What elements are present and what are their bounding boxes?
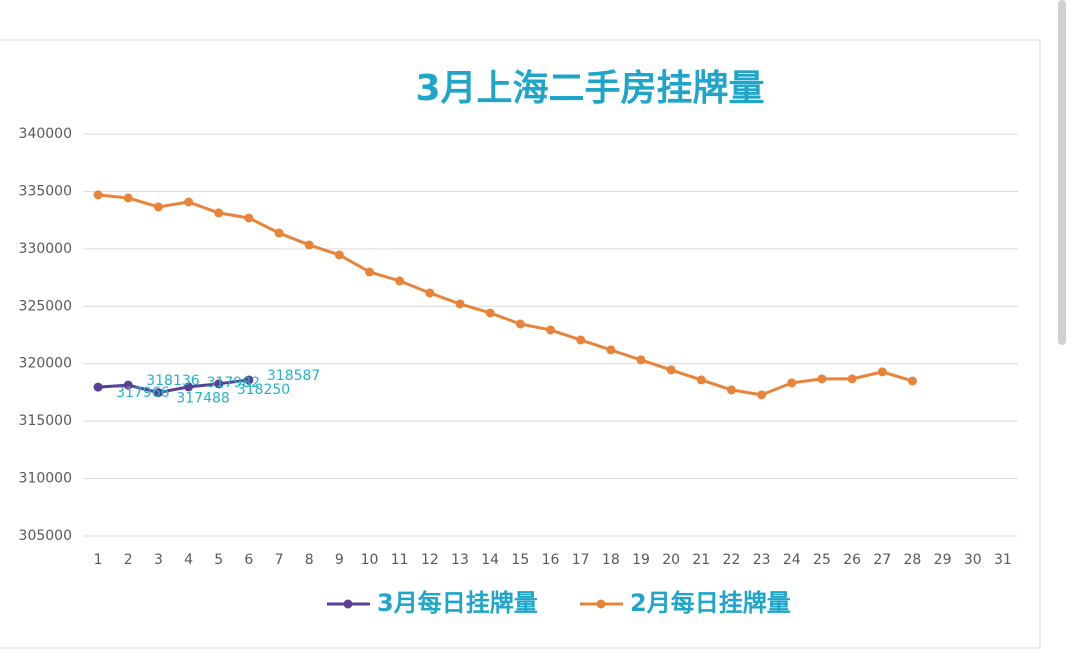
- x-tick-label: 4: [184, 552, 193, 568]
- point: [244, 213, 254, 223]
- x-tick-label: 2: [124, 552, 133, 568]
- point: [304, 240, 314, 250]
- point: [214, 379, 224, 389]
- point: [515, 319, 525, 329]
- series-line: [97, 378, 250, 395]
- x-tick-label: 25: [813, 552, 831, 568]
- point: [726, 385, 736, 395]
- point: [334, 250, 344, 260]
- point: [485, 308, 495, 318]
- data-label: 318136: [146, 373, 200, 389]
- y-tick-label: 315000: [19, 413, 72, 429]
- x-tick-label: 23: [753, 552, 771, 568]
- point: [757, 390, 767, 400]
- x-tick-label: 22: [723, 552, 741, 568]
- point: [425, 288, 435, 298]
- point: [93, 190, 103, 200]
- y-tick-label: 340000: [19, 126, 72, 142]
- point: [93, 382, 103, 392]
- x-tick-label: 11: [391, 552, 409, 568]
- y-tick-label: 310000: [19, 471, 72, 487]
- point: [907, 376, 917, 386]
- legend-label: 2月每日挂牌量: [630, 589, 791, 617]
- point: [847, 374, 857, 384]
- x-tick-label: 28: [904, 552, 922, 568]
- y-tick-label: 305000: [19, 528, 72, 544]
- scrollbar[interactable]: [1058, 0, 1066, 345]
- x-tick-label: 1: [94, 552, 103, 568]
- data-label: 317982: [207, 375, 260, 391]
- point: [123, 193, 133, 203]
- x-tick-label: 19: [632, 552, 650, 568]
- data-label: 317966: [116, 385, 170, 401]
- point: [123, 380, 133, 390]
- series-line: [97, 193, 913, 397]
- point: [153, 388, 163, 398]
- point: [666, 365, 676, 375]
- point: [455, 299, 465, 309]
- y-tick-label: 335000: [19, 183, 72, 199]
- x-tick-label: 31: [994, 552, 1012, 568]
- point: [546, 325, 555, 335]
- legend-label: 3月每日挂牌量: [377, 589, 538, 617]
- x-tick-label: 14: [481, 552, 499, 568]
- point: [244, 375, 254, 385]
- x-tick-label: 17: [572, 552, 590, 568]
- x-tick-label: 12: [421, 552, 439, 568]
- x-tick-label: 9: [335, 552, 344, 568]
- x-tick-label: 24: [783, 552, 801, 568]
- legend-marker: [343, 599, 353, 609]
- x-tick-label: 26: [843, 552, 861, 568]
- x-tick-label: 18: [602, 552, 620, 568]
- legend-marker: [596, 599, 606, 609]
- x-tick-label: 3: [154, 552, 163, 568]
- x-tick-label: 7: [275, 552, 284, 568]
- y-tick-label: 330000: [19, 241, 72, 257]
- chart-frame: [0, 39, 1041, 649]
- point: [274, 228, 284, 238]
- point: [636, 355, 646, 365]
- x-tick-label: 15: [511, 552, 529, 568]
- point: [184, 197, 194, 207]
- x-tick-label: 16: [542, 552, 560, 568]
- x-tick-label: 21: [692, 552, 710, 568]
- x-tick-label: 27: [873, 552, 891, 568]
- x-tick-label: 29: [934, 552, 952, 568]
- point: [184, 382, 194, 392]
- data-label: 317488: [176, 391, 229, 407]
- point: [214, 208, 224, 218]
- point: [696, 375, 706, 385]
- point: [787, 378, 797, 388]
- point: [153, 202, 163, 212]
- x-tick-label: 13: [451, 552, 469, 568]
- data-label: 318587: [267, 368, 320, 384]
- x-tick-label: 5: [214, 552, 223, 568]
- y-tick-label: 320000: [19, 356, 72, 372]
- point: [365, 267, 375, 277]
- point: [817, 374, 827, 384]
- chart-title: 3月上海二手房挂牌量: [415, 68, 764, 109]
- x-tick-label: 30: [964, 552, 982, 568]
- x-tick-label: 10: [361, 552, 379, 568]
- point: [395, 276, 405, 286]
- x-tick-label: 20: [662, 552, 680, 568]
- x-tick-label: 8: [305, 552, 314, 568]
- point: [606, 345, 616, 355]
- data-label: 318250: [237, 382, 290, 398]
- point: [576, 335, 586, 345]
- x-tick-label: 6: [244, 552, 253, 568]
- point: [877, 367, 887, 377]
- y-tick-label: 325000: [19, 298, 72, 314]
